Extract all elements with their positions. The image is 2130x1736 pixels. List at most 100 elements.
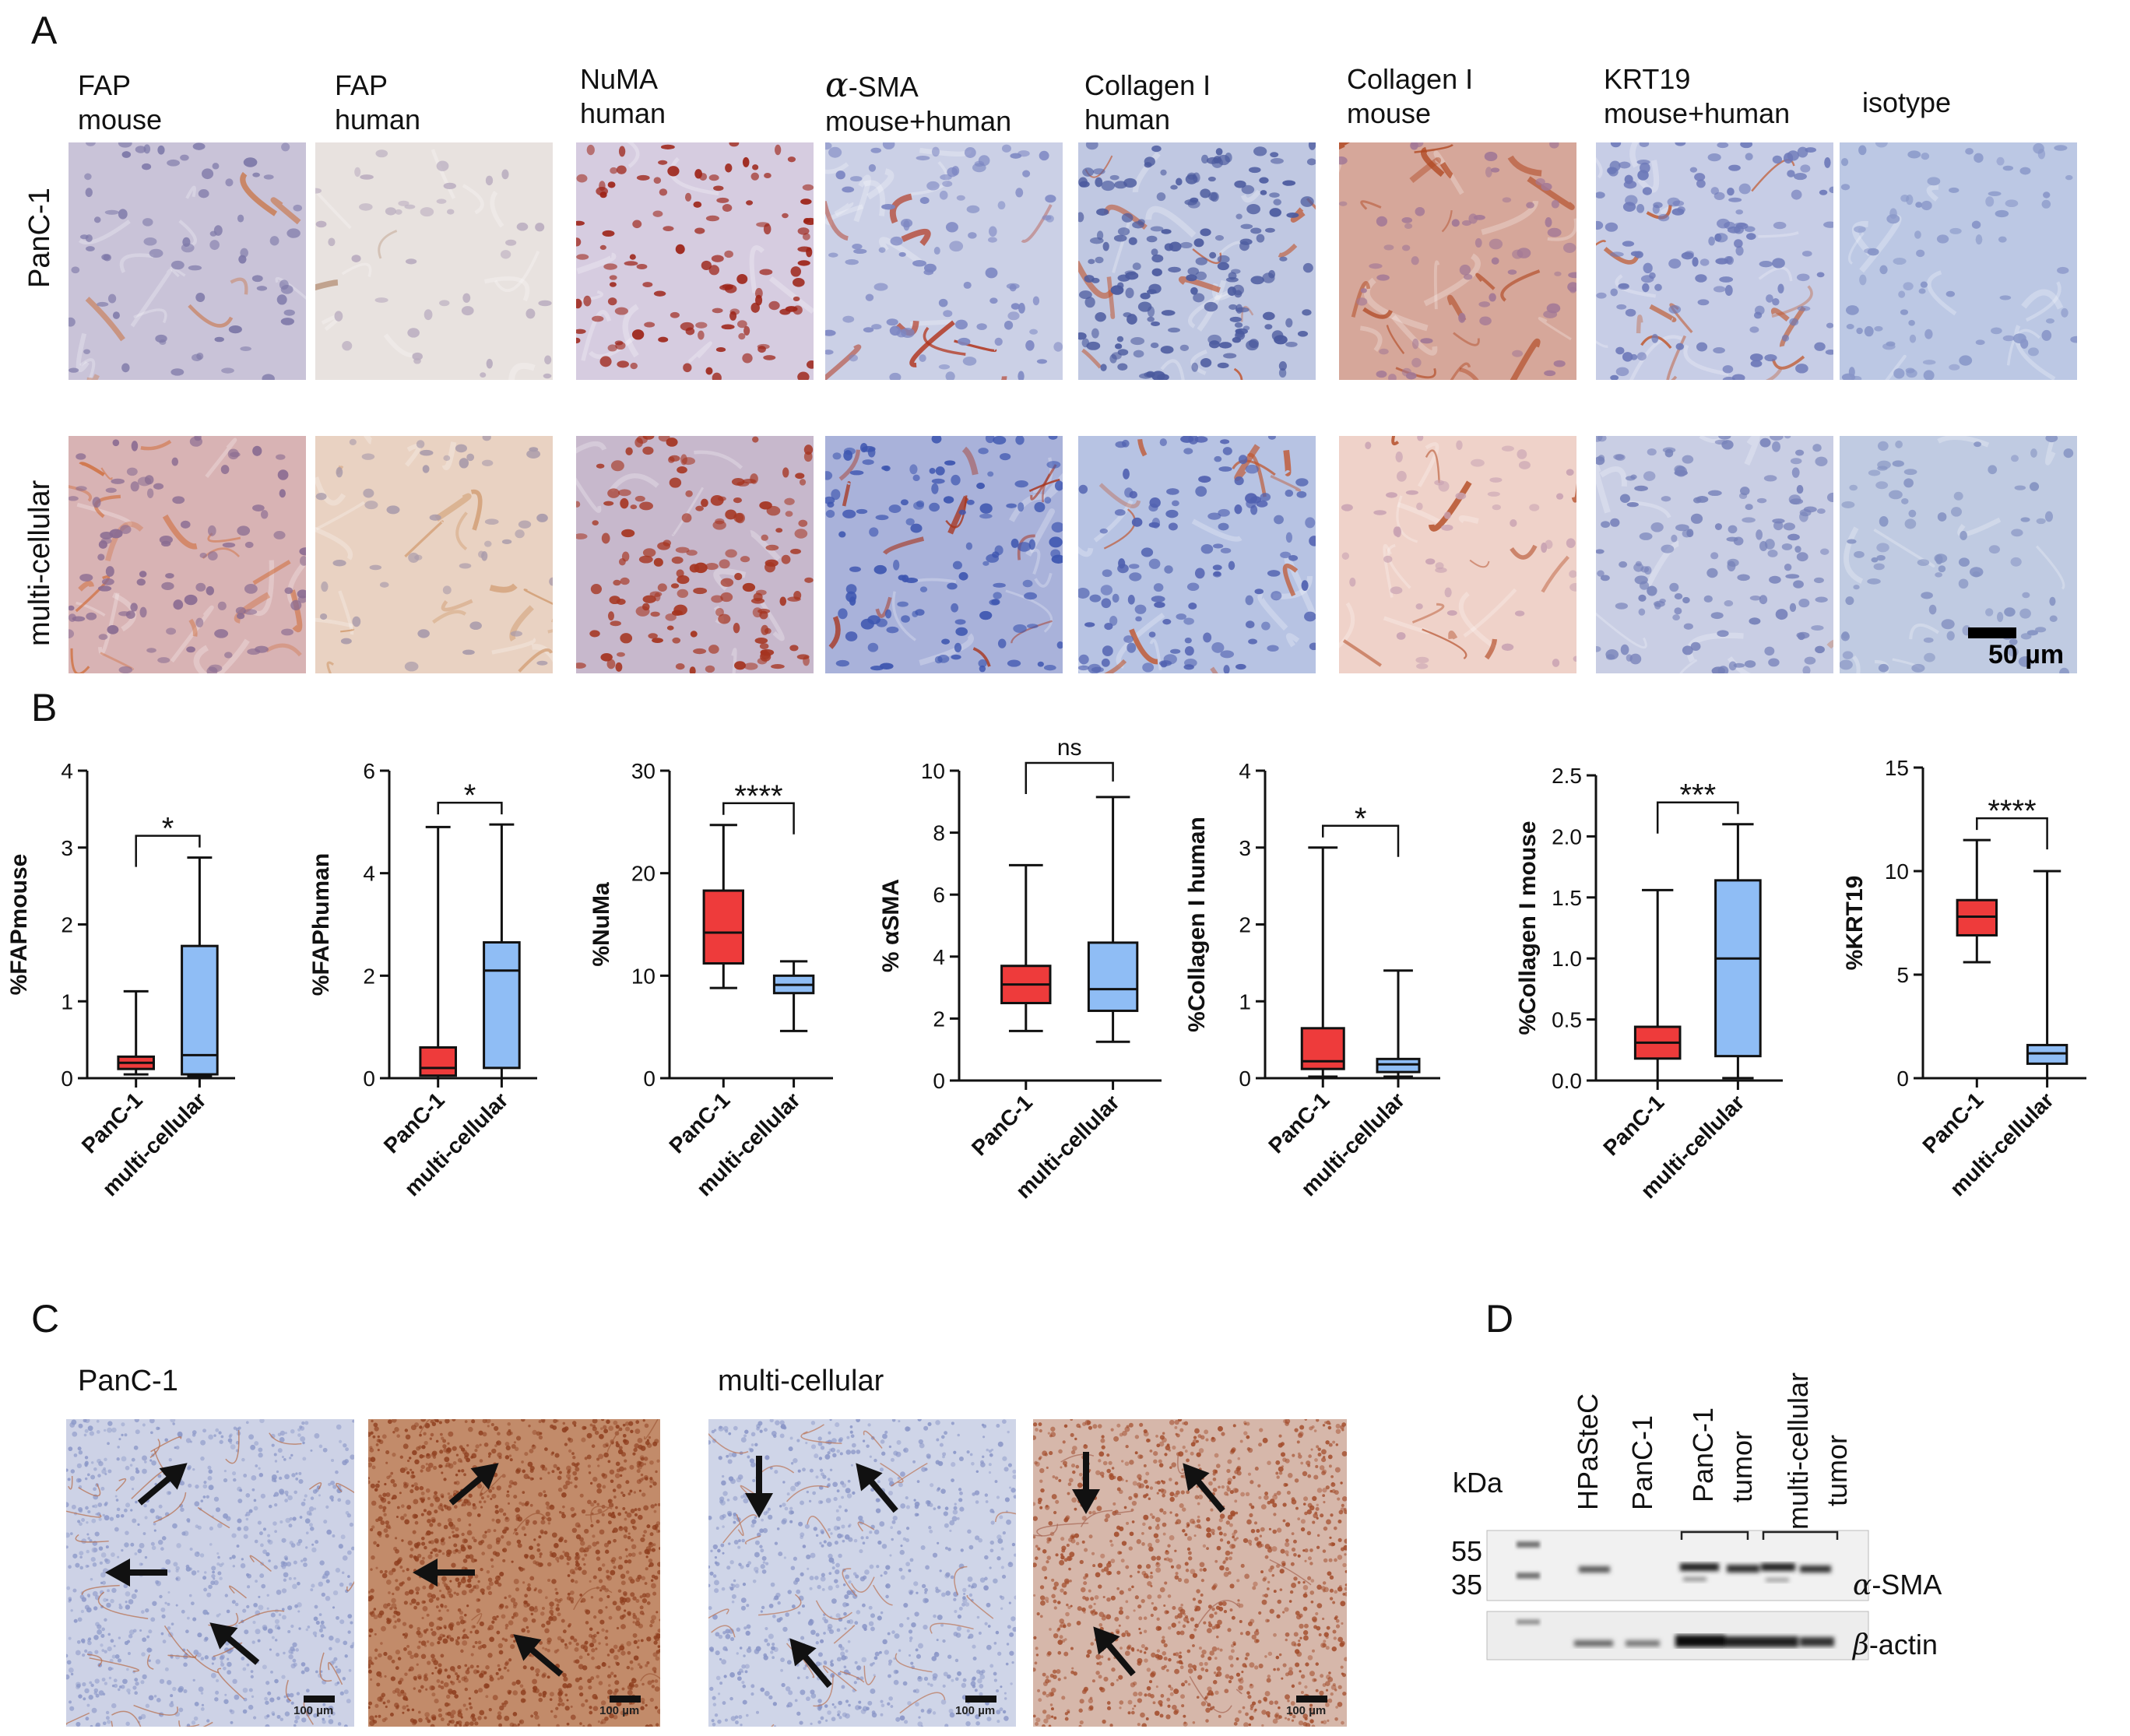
y-axis-label: %KRT19 bbox=[1842, 876, 1868, 971]
y-axis-label: % αSMA bbox=[878, 879, 904, 972]
significance-label: *** bbox=[1679, 778, 1716, 813]
box-panc1 bbox=[419, 1046, 458, 1077]
y-tick-label: 2 bbox=[363, 964, 375, 988]
y-tick-label: 5 bbox=[1896, 963, 1909, 987]
x-tick-label: PanC-1 bbox=[967, 1090, 1037, 1160]
y-tick-label: 3 bbox=[1239, 836, 1251, 860]
scale-bar bbox=[1296, 1696, 1327, 1703]
ihc-image bbox=[1596, 436, 1833, 673]
panel-b-boxplots: 01234%FAPmousePanC-1multi-cellular*0246%… bbox=[6, 735, 2086, 1203]
y-tick-label: 10 bbox=[631, 964, 656, 988]
ihc-image bbox=[825, 436, 1063, 673]
y-tick-label: 6 bbox=[363, 759, 375, 783]
ihc-image bbox=[69, 436, 306, 673]
alpha-symbol: α bbox=[1853, 1569, 1872, 1601]
column-label-2: FAP human bbox=[335, 69, 420, 137]
column-label-line2: human bbox=[580, 97, 666, 129]
y-tick-label: 15 bbox=[1885, 756, 1909, 780]
box-panc1 bbox=[702, 889, 744, 965]
significance-bracket bbox=[437, 801, 503, 815]
y-axis-label: %NuMa bbox=[589, 882, 614, 967]
panel-letter-a: A bbox=[31, 9, 58, 52]
y-tick-label: 4 bbox=[363, 862, 375, 886]
column-label-line2: mouse bbox=[78, 104, 163, 135]
panel-c-label-panc1: PanC-1 bbox=[78, 1365, 178, 1397]
y-tick-label: 0 bbox=[1239, 1067, 1251, 1091]
ihc-image bbox=[69, 142, 306, 380]
y-axis-label: %Collagen I mouse bbox=[1515, 821, 1541, 1035]
y-tick-label: 10 bbox=[921, 759, 945, 783]
box-multicellular bbox=[1714, 879, 1762, 1058]
panel-letter-d: D bbox=[1485, 1297, 1514, 1341]
y-tick-label: 2 bbox=[61, 913, 73, 937]
y-tick-label: 6 bbox=[933, 883, 945, 907]
y-tick-label: 2.5 bbox=[1552, 764, 1582, 788]
ihc-image bbox=[1078, 436, 1316, 673]
ihc-image bbox=[315, 142, 553, 380]
column-label-line1: NuMA bbox=[580, 63, 659, 95]
scale-bar-label: 50 µm bbox=[1988, 640, 2065, 669]
ihc-image bbox=[576, 142, 814, 380]
ihc-image bbox=[1840, 436, 2077, 673]
panel-c-label-multicellular: multi-cellular bbox=[718, 1365, 884, 1397]
column-label-line2: human bbox=[335, 104, 421, 135]
significance-bracket bbox=[1322, 824, 1400, 857]
x-tick-label: PanC-1 bbox=[1917, 1088, 1988, 1158]
alpha-symbol: α bbox=[825, 65, 849, 105]
y-tick-label: 8 bbox=[933, 821, 945, 845]
y-tick-label: 2.0 bbox=[1552, 824, 1582, 849]
row-label-panc1: PanC-1 bbox=[23, 188, 56, 288]
y-tick-label: 2 bbox=[933, 1007, 945, 1031]
lane-label-panc1: PanC-1 bbox=[1626, 1414, 1658, 1510]
arrow-icon bbox=[105, 1559, 167, 1587]
significance-bracket bbox=[722, 802, 795, 835]
x-tick-label: PanC-1 bbox=[1264, 1088, 1334, 1158]
column-label-7: KRT19 mouse+human bbox=[1604, 62, 1790, 131]
column-label-line1: Collagen I bbox=[1084, 69, 1211, 101]
band-label-beta-actin: β-actin bbox=[1853, 1629, 1938, 1661]
ihc-image bbox=[1339, 142, 1576, 380]
kda-label: kDa bbox=[1453, 1467, 1503, 1499]
significance-label: * bbox=[162, 812, 174, 846]
y-tick-label: 3 bbox=[61, 836, 73, 860]
y-axis-label: %FAPmouse bbox=[6, 854, 32, 996]
ihc-image bbox=[1840, 142, 2077, 380]
y-tick-label: 4 bbox=[1239, 759, 1251, 783]
y-tick-label: 0 bbox=[1896, 1067, 1909, 1091]
y-tick-label: 1 bbox=[61, 989, 73, 1014]
ihc-image bbox=[576, 436, 814, 673]
scale-bar bbox=[610, 1696, 641, 1703]
western-blot bbox=[1486, 1530, 1869, 1660]
significance-bracket bbox=[135, 835, 201, 867]
significance-bracket bbox=[1976, 817, 2048, 850]
y-tick-label: 10 bbox=[1885, 859, 1909, 884]
panel-letter-c: C bbox=[31, 1297, 60, 1341]
box-panc1 bbox=[1300, 1027, 1345, 1070]
y-tick-label: 20 bbox=[631, 862, 656, 886]
scale-bar bbox=[965, 1696, 996, 1703]
ihc-image bbox=[1339, 436, 1576, 673]
scale-bar bbox=[1968, 627, 2016, 638]
lane-brackets bbox=[1680, 1530, 1839, 1540]
column-label-line1: KRT19 bbox=[1604, 63, 1691, 95]
marker-35: 35 bbox=[1451, 1569, 1483, 1601]
y-tick-label: 0 bbox=[61, 1067, 73, 1091]
ihc-image bbox=[1078, 142, 1316, 380]
x-tick-label: PanC-1 bbox=[1598, 1090, 1668, 1160]
y-tick-label: 4 bbox=[933, 945, 945, 969]
column-label-line1: FAP bbox=[335, 69, 388, 101]
significance-label: **** bbox=[1988, 794, 2036, 828]
beta-symbol: β bbox=[1853, 1629, 1869, 1661]
y-tick-label: 0 bbox=[643, 1067, 656, 1091]
lane-label-panc1-tumor-1: PanC-1 bbox=[1687, 1407, 1719, 1502]
lane-label-panc1-tumor-2: tumor bbox=[1726, 1430, 1758, 1502]
ihc-overview-image bbox=[368, 1419, 660, 1727]
y-tick-label: 0.0 bbox=[1552, 1069, 1582, 1093]
scale-bar bbox=[304, 1696, 335, 1703]
column-label-8: isotype bbox=[1862, 86, 1951, 120]
column-label-line1: isotype bbox=[1862, 86, 1952, 118]
panel-letter-b: B bbox=[31, 686, 58, 729]
band-label-alpha-sma: α-SMA bbox=[1853, 1569, 1942, 1601]
row-label-multicellular: multi-cellular bbox=[23, 480, 56, 646]
